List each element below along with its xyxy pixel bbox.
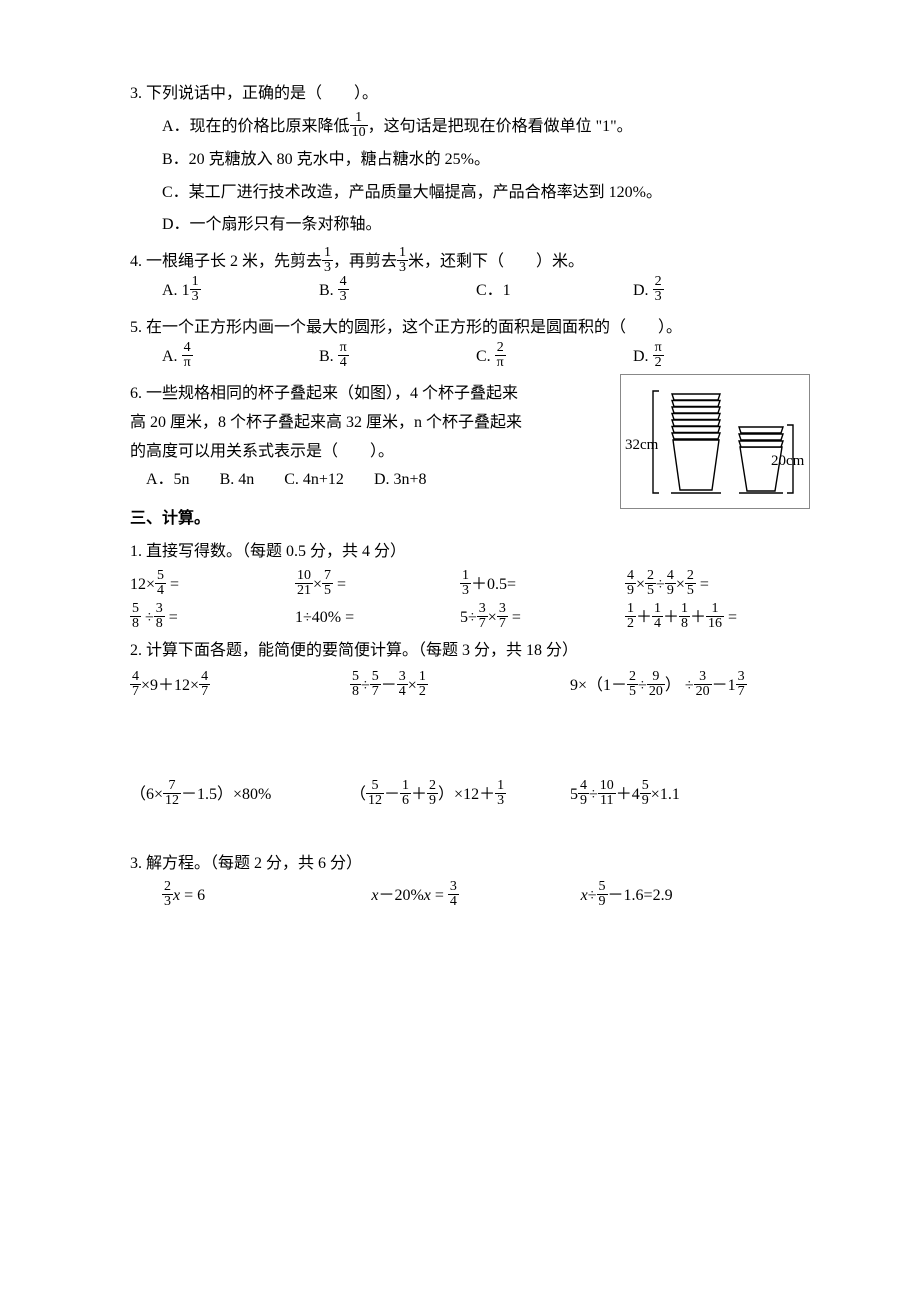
c1r2-4: 12＋14＋18＋116 = bbox=[625, 604, 790, 633]
q3-opt-b: B．20 克糖放入 80 克水中，糖占糖水的 25%。 bbox=[162, 146, 790, 175]
q6-figure: 32cm 20cm bbox=[620, 374, 810, 509]
c1r1-1: 12×54 = bbox=[130, 571, 295, 600]
eq2: x－20%x = 34 bbox=[371, 882, 580, 911]
q5-options: A. 4π B. π4 C. 2π D. π2 bbox=[162, 343, 790, 372]
calc2-row2: （6×712－1.5）×80% （512－16＋29）×12＋13 549÷10… bbox=[130, 781, 790, 810]
q3-options: A．现在的价格比原来降低110，这句话是把现在价格看做单位 "1"。 B．20 … bbox=[162, 113, 790, 240]
q6-opt-c: C. 4n+12 bbox=[284, 466, 344, 495]
calc-3-title: 3. 解方程。（每题 2 分，共 6 分） bbox=[130, 850, 790, 879]
c1r1-3: 13＋0.5= bbox=[460, 571, 625, 600]
q5-stem: 5. 在一个正方形内画一个最大的圆形，这个正方形的面积是圆面积的（ ）。 bbox=[130, 319, 682, 336]
calc1-row2: 58 ÷38 = 1÷40% = 5÷37×37 = 12＋14＋18＋116 … bbox=[130, 604, 790, 633]
c2r2-2: （512－16＋29）×12＋13 bbox=[350, 781, 570, 810]
q5: 5. 在一个正方形内画一个最大的圆形，这个正方形的面积是圆面积的（ ）。 A. … bbox=[130, 314, 790, 372]
q6: 6. 一些规格相同的杯子叠起来（如图），4 个杯子叠起来 高 20 厘米，8 个… bbox=[130, 380, 790, 495]
svg-text:32cm: 32cm bbox=[625, 437, 659, 453]
c2r1-3: 9×（1－25÷920） ÷320－137 bbox=[570, 672, 790, 701]
eq1: 23x = 6 bbox=[162, 882, 371, 911]
c2r1-1: 47×9＋12×47 bbox=[130, 672, 350, 701]
q6-line2: 高 20 厘米，8 个杯子叠起来高 32 厘米，n 个杯子叠起来 bbox=[130, 409, 620, 438]
q4-options: A. 113 B. 43 C．1 D. 23 bbox=[162, 277, 790, 306]
c2r2-3: 549÷1011＋459×1.1 bbox=[570, 781, 790, 810]
q4-opt-a: A. 113 bbox=[162, 277, 319, 306]
q6-opt-d: D. 3n+8 bbox=[374, 466, 427, 495]
q3: 3. 下列说话中，正确的是（ ）。 A．现在的价格比原来降低110，这句话是把现… bbox=[130, 80, 790, 240]
c1r2-2: 1÷40% = bbox=[295, 604, 460, 633]
q4-opt-b: B. 43 bbox=[319, 277, 476, 306]
q3-opt-d: D．一个扇形只有一条对称轴。 bbox=[162, 211, 790, 240]
q3-opt-a: A．现在的价格比原来降低110，这句话是把现在价格看做单位 "1"。 bbox=[162, 113, 790, 142]
q3-stem: 3. 下列说话中，正确的是（ ）。 bbox=[130, 85, 378, 102]
calc-1-title: 1. 直接写得数。（每题 0.5 分，共 4 分） bbox=[130, 538, 790, 567]
c1r2-3: 5÷37×37 = bbox=[460, 604, 625, 633]
c1r1-4: 49×25÷49×25 = bbox=[625, 571, 790, 600]
q5-opt-a: A. 4π bbox=[162, 343, 319, 372]
cups-diagram-icon: 32cm 20cm bbox=[621, 375, 811, 510]
q5-opt-b: B. π4 bbox=[319, 343, 476, 372]
c1r2-1: 58 ÷38 = bbox=[130, 604, 295, 633]
c1r1-2: 1021×75 = bbox=[295, 571, 460, 600]
q5-opt-c: C. 2π bbox=[476, 343, 633, 372]
q4-opt-c: C．1 bbox=[476, 277, 633, 306]
q6-line1: 6. 一些规格相同的杯子叠起来（如图），4 个杯子叠起来 bbox=[130, 380, 620, 409]
c2r2-1: （6×712－1.5）×80% bbox=[130, 781, 350, 810]
svg-text:20cm: 20cm bbox=[771, 453, 805, 469]
q4-opt-d: D. 23 bbox=[633, 277, 790, 306]
q5-opt-d: D. π2 bbox=[633, 343, 790, 372]
q6-line3: 的高度可以用关系式表示是（ ）。 bbox=[130, 438, 620, 467]
equations: 23x = 6 x－20%x = 34 x÷59－1.6=2.9 bbox=[162, 882, 790, 911]
c2r1-2: 58÷57－34×12 bbox=[350, 672, 570, 701]
calc1-row1: 12×54 = 1021×75 = 13＋0.5= 49×25÷49×25 = bbox=[130, 571, 790, 600]
q4: 4. 一根绳子长 2 米，先剪去13，再剪去13米，还剩下（ ）米。 A. 11… bbox=[130, 248, 790, 306]
calc2-row1: 47×9＋12×47 58÷57－34×12 9×（1－25÷920） ÷320… bbox=[130, 672, 790, 701]
q3-opt-c: C．某工厂进行技术改造，产品质量大幅提高，产品合格率达到 120%。 bbox=[162, 179, 790, 208]
q6-options: A．5n B. 4n C. 4n+12 D. 3n+8 bbox=[146, 466, 620, 495]
calc-2-title: 2. 计算下面各题，能简便的要简便计算。（每题 3 分，共 18 分） bbox=[130, 637, 790, 666]
q6-opt-a: A．5n bbox=[146, 466, 190, 495]
eq3: x÷59－1.6=2.9 bbox=[581, 882, 790, 911]
q6-opt-b: B. 4n bbox=[220, 466, 255, 495]
